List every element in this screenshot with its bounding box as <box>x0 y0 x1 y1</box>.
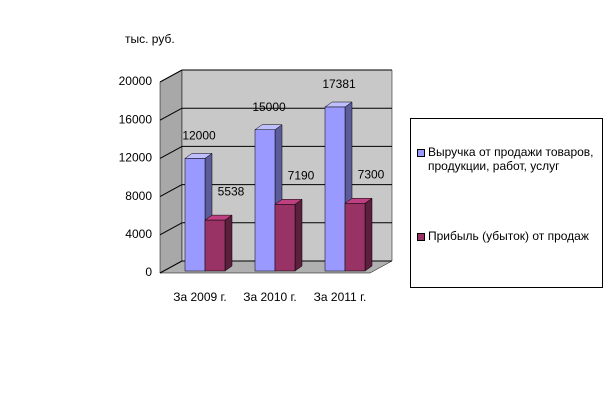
bar <box>184 158 206 272</box>
grid-line <box>159 260 183 274</box>
bar-side <box>364 197 373 272</box>
legend-label: Прибыль (убыток) от продаж <box>428 229 589 243</box>
y-tick-label: 16000 <box>119 112 153 126</box>
x-tick-label: За 2010 г. <box>243 290 297 304</box>
legend-item: Выручка от продажи товаров, продукции, р… <box>417 145 597 173</box>
y-tick-label: 8000 <box>125 189 152 203</box>
bar <box>204 219 226 272</box>
grid-line <box>159 69 183 83</box>
bar <box>344 203 366 272</box>
y-tick-label: 4000 <box>125 227 152 241</box>
legend-swatch <box>417 149 425 157</box>
side-wall <box>159 69 183 274</box>
data-label: 12000 <box>182 129 216 143</box>
legend-label: Выручка от продажи товаров, продукции, р… <box>428 145 594 173</box>
grid-line <box>159 145 183 159</box>
bar-side <box>224 214 233 272</box>
y-tick-label: 0 <box>145 265 152 279</box>
x-tick-label: За 2009 г. <box>173 290 227 304</box>
bar <box>324 106 346 272</box>
bar-side <box>294 198 303 272</box>
legend-swatch <box>417 233 425 241</box>
x-tick-label: За 2011 г. <box>314 290 367 304</box>
bar <box>254 129 276 272</box>
grid-line <box>159 184 183 198</box>
y-tick-label: 12000 <box>119 151 153 165</box>
legend: Выручка от продажи товаров, продукции, р… <box>410 118 603 288</box>
data-label: 17381 <box>322 77 356 91</box>
legend-item: Прибыль (убыток) от продаж <box>417 229 597 243</box>
data-label: 5538 <box>218 184 245 198</box>
grid-line <box>159 107 183 121</box>
y-axis-label: тыс. руб. <box>125 32 175 46</box>
data-label: 7190 <box>288 169 315 183</box>
bar <box>274 204 296 272</box>
y-tick-label: 20000 <box>119 74 153 88</box>
data-label: 7300 <box>358 167 385 181</box>
grid-line <box>159 222 183 236</box>
data-label: 15000 <box>252 100 286 114</box>
